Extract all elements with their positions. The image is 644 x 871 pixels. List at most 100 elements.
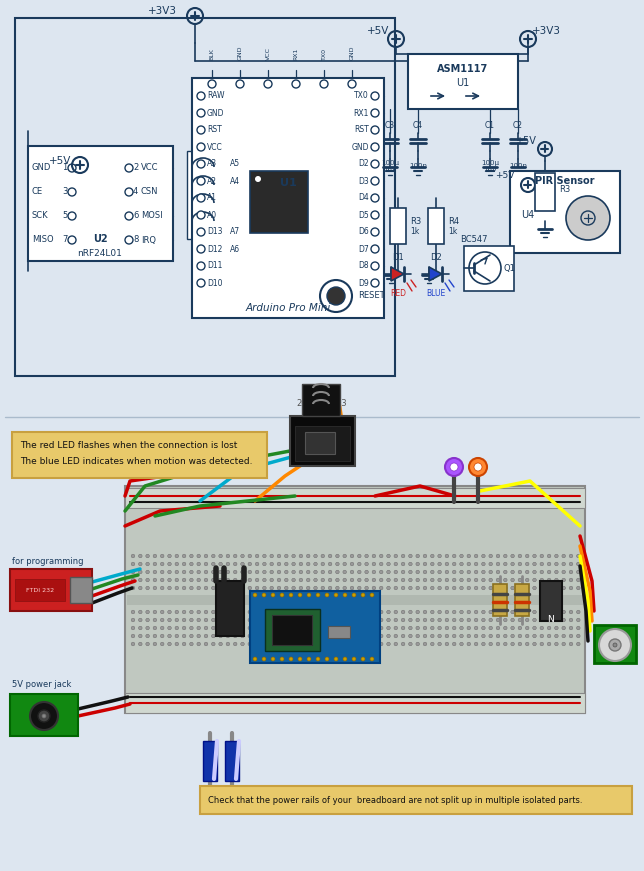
- Circle shape: [518, 571, 522, 574]
- Circle shape: [211, 626, 215, 630]
- Circle shape: [153, 618, 156, 622]
- Circle shape: [489, 554, 493, 557]
- Circle shape: [609, 639, 621, 651]
- Circle shape: [416, 562, 419, 566]
- Circle shape: [160, 571, 164, 574]
- Circle shape: [167, 554, 171, 557]
- Circle shape: [357, 634, 361, 638]
- Circle shape: [175, 562, 178, 566]
- Circle shape: [241, 626, 244, 630]
- Circle shape: [438, 611, 441, 614]
- Circle shape: [175, 554, 178, 557]
- Circle shape: [474, 626, 478, 630]
- Circle shape: [263, 626, 266, 630]
- Circle shape: [334, 657, 338, 661]
- Circle shape: [307, 611, 310, 614]
- Text: 1k: 1k: [448, 226, 457, 235]
- Circle shape: [292, 586, 296, 590]
- Circle shape: [328, 618, 332, 622]
- Bar: [594, 625, 636, 663]
- Circle shape: [416, 642, 419, 645]
- Text: D5: D5: [358, 211, 369, 219]
- Circle shape: [307, 562, 310, 566]
- Circle shape: [394, 626, 397, 630]
- Circle shape: [285, 554, 288, 557]
- Circle shape: [482, 642, 485, 645]
- Circle shape: [255, 176, 261, 182]
- Circle shape: [325, 657, 329, 661]
- Circle shape: [554, 571, 558, 574]
- Circle shape: [292, 554, 296, 557]
- Circle shape: [386, 618, 390, 622]
- Circle shape: [307, 634, 310, 638]
- Circle shape: [146, 618, 149, 622]
- Circle shape: [460, 642, 463, 645]
- Circle shape: [554, 562, 558, 566]
- Circle shape: [379, 618, 383, 622]
- Circle shape: [460, 562, 463, 566]
- Text: CSN: CSN: [141, 187, 158, 197]
- Circle shape: [496, 618, 500, 622]
- Circle shape: [562, 571, 565, 574]
- Circle shape: [219, 618, 222, 622]
- Circle shape: [321, 618, 325, 622]
- Circle shape: [371, 262, 379, 270]
- Circle shape: [219, 642, 222, 645]
- Circle shape: [518, 586, 522, 590]
- Text: GND: GND: [207, 109, 225, 118]
- Circle shape: [138, 626, 142, 630]
- Circle shape: [292, 571, 296, 574]
- Circle shape: [204, 578, 208, 582]
- Circle shape: [482, 571, 485, 574]
- Circle shape: [314, 634, 317, 638]
- Circle shape: [452, 571, 456, 574]
- Circle shape: [511, 626, 515, 630]
- Circle shape: [68, 164, 76, 172]
- Circle shape: [547, 634, 551, 638]
- Text: A3: A3: [207, 159, 217, 168]
- Circle shape: [255, 562, 259, 566]
- Circle shape: [316, 593, 320, 597]
- Circle shape: [386, 634, 390, 638]
- Circle shape: [182, 586, 186, 590]
- Text: C2: C2: [513, 121, 523, 131]
- Circle shape: [263, 634, 266, 638]
- Circle shape: [226, 642, 230, 645]
- Circle shape: [372, 586, 375, 590]
- Circle shape: [365, 571, 368, 574]
- Circle shape: [189, 578, 193, 582]
- Bar: [272, 615, 312, 645]
- Circle shape: [423, 554, 427, 557]
- Text: +5V: +5V: [49, 156, 71, 166]
- Circle shape: [197, 109, 205, 117]
- Circle shape: [394, 554, 397, 557]
- Circle shape: [482, 586, 485, 590]
- Circle shape: [277, 611, 281, 614]
- Circle shape: [408, 554, 412, 557]
- Circle shape: [197, 143, 205, 151]
- Circle shape: [189, 562, 193, 566]
- Circle shape: [474, 571, 478, 574]
- Circle shape: [219, 578, 222, 582]
- Circle shape: [350, 554, 354, 557]
- Circle shape: [131, 618, 135, 622]
- Circle shape: [371, 245, 379, 253]
- Circle shape: [371, 228, 379, 236]
- Text: A2: A2: [207, 177, 217, 186]
- Circle shape: [197, 228, 205, 236]
- Circle shape: [153, 634, 156, 638]
- Circle shape: [445, 571, 449, 574]
- Circle shape: [386, 562, 390, 566]
- Text: RED: RED: [390, 288, 406, 298]
- Circle shape: [270, 642, 274, 645]
- Bar: [15, 579, 65, 601]
- Circle shape: [569, 586, 573, 590]
- Circle shape: [307, 578, 310, 582]
- Circle shape: [569, 571, 573, 574]
- Text: D6: D6: [358, 227, 369, 237]
- Circle shape: [372, 642, 375, 645]
- Circle shape: [504, 586, 507, 590]
- Circle shape: [350, 634, 354, 638]
- Circle shape: [153, 642, 156, 645]
- Text: R3: R3: [559, 185, 570, 193]
